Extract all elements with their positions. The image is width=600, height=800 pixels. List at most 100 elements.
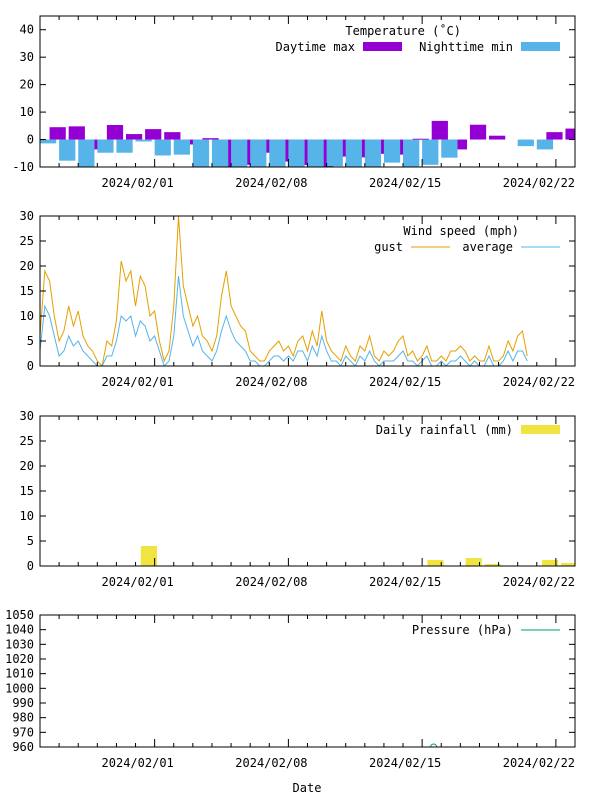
- bar-daily-rainfall-mm-: [140, 546, 158, 566]
- y-tick-label: 30: [20, 209, 34, 223]
- bar-nighttime-min: [250, 139, 267, 167]
- y-tick-label: 15: [20, 284, 34, 298]
- x-tick-label: 2024/02/15: [369, 375, 441, 389]
- y-tick-label: 1040: [5, 623, 34, 637]
- bar-nighttime-min: [345, 139, 362, 167]
- line-average: [40, 275, 528, 366]
- y-tick-label: 25: [20, 434, 34, 448]
- bar-nighttime-min: [364, 139, 382, 167]
- x-tick-label: 2024/02/22: [503, 575, 575, 589]
- x-tick-label: 2024/02/15: [369, 575, 441, 589]
- x-tick-label: 2024/02/08: [235, 375, 307, 389]
- bar-daytime-max: [202, 138, 219, 140]
- y-tick-label: 1010: [5, 667, 34, 681]
- bar-daytime-max: [125, 134, 143, 140]
- x-tick-label: 2024/02/01: [102, 575, 174, 589]
- legend-swatch: [521, 42, 560, 51]
- legend-swatch: [363, 42, 402, 51]
- point-pressure-hpa-: [430, 743, 438, 747]
- bar-daytime-max: [469, 124, 487, 140]
- legend: Daily rainfall (mm): [376, 423, 560, 437]
- y-tick-label: 25: [20, 234, 34, 248]
- bar-nighttime-min: [307, 139, 324, 167]
- plot-area: [140, 546, 575, 566]
- plot-area: [40, 216, 528, 366]
- bar-nighttime-min: [536, 139, 554, 150]
- bar-nighttime-min: [288, 139, 305, 167]
- x-tick-label: 2024/02/08: [235, 575, 307, 589]
- y-tick-label: -10: [12, 160, 34, 174]
- y-tick-label: 20: [20, 259, 34, 273]
- bar-nighttime-min: [116, 139, 133, 153]
- legend-label: Daytime max: [276, 40, 355, 54]
- x-axis-label: Date: [293, 781, 322, 795]
- bar-daily-rainfall-mm-: [427, 560, 444, 566]
- plot-area: [40, 120, 575, 167]
- bar-daytime-max: [164, 132, 181, 140]
- bar-nighttime-min: [231, 139, 248, 167]
- y-tick-label: 970: [12, 725, 34, 739]
- x-tick-label: 2024/02/08: [235, 176, 307, 190]
- bar-nighttime-min: [40, 139, 57, 144]
- y-tick-label: 20: [20, 78, 34, 92]
- y-tick-label: 5: [27, 334, 34, 348]
- bar-daytime-max: [565, 128, 575, 140]
- bar-nighttime-min: [154, 139, 171, 156]
- legend: Pressure (hPa): [412, 623, 560, 637]
- bar-daytime-max: [489, 135, 506, 140]
- plot-area: [430, 743, 438, 747]
- y-tick-label: 10: [20, 309, 34, 323]
- bar-nighttime-min: [97, 139, 114, 153]
- y-tick-label: 40: [20, 23, 34, 37]
- bar-nighttime-min: [422, 139, 439, 165]
- plot-frame: [39, 415, 576, 567]
- legend: Temperature (˚C) Daytime max Nighttime min: [276, 23, 560, 54]
- y-tick-label: 990: [12, 696, 34, 710]
- bar-daytime-max: [106, 124, 124, 140]
- x-tick-label: 2024/02/01: [102, 756, 174, 770]
- y-tick-label: 0: [27, 133, 34, 147]
- legend-label: Nighttime min: [419, 40, 513, 54]
- chart-panel-2: 0 5 10 15 20 25 30 2024/02/01 2024/02/08 2024/02/…: [20, 209, 576, 389]
- y-tick-label: 0: [27, 559, 34, 573]
- bar-daily-rainfall-mm-: [542, 560, 559, 566]
- x-tick-label: 2024/02/15: [369, 756, 441, 770]
- x-tick-label: 2024/02/01: [102, 375, 174, 389]
- bar-daytime-max: [450, 139, 468, 150]
- bar-daytime-max: [145, 129, 162, 140]
- bar-nighttime-min: [269, 139, 286, 167]
- bar-daytime-max: [412, 138, 429, 140]
- bar-nighttime-min: [135, 139, 152, 142]
- bar-nighttime-min: [78, 139, 95, 167]
- x-tick-label: 2024/02/22: [503, 176, 575, 190]
- bar-daily-rainfall-mm-: [465, 558, 482, 566]
- y-tick-label: 20: [20, 459, 34, 473]
- y-tick-label: 1030: [5, 637, 34, 651]
- bar-nighttime-min: [326, 139, 343, 167]
- y-tick-label: 1000: [5, 681, 34, 695]
- bar-nighttime-min: [383, 139, 401, 163]
- y-tick-label: 15: [20, 484, 34, 498]
- plot-frame: [39, 215, 576, 367]
- y-tick-label: 980: [12, 711, 34, 725]
- y-tick-label: 10: [20, 509, 34, 523]
- bar-nighttime-min: [403, 139, 420, 167]
- legend-title: Temperature (˚C): [345, 23, 461, 38]
- y-tick-label: 30: [20, 50, 34, 64]
- legend-label: gust: [374, 240, 403, 254]
- legend-label: Pressure (hPa): [412, 623, 513, 637]
- legend-label: average: [462, 240, 513, 254]
- bar-nighttime-min: [211, 139, 229, 167]
- x-tick-label: 2024/02/08: [235, 756, 307, 770]
- bar-nighttime-min: [441, 139, 458, 158]
- y-tick-label: 1020: [5, 652, 34, 666]
- bar-daytime-max: [431, 120, 448, 140]
- y-tick-label: 1050: [5, 608, 34, 622]
- bar-nighttime-min: [192, 139, 210, 167]
- legend: Wind speed (mph)gust average: [374, 224, 560, 254]
- y-tick-label: 5: [27, 534, 34, 548]
- bar-daytime-max: [183, 139, 200, 145]
- chart-panel-3: 0 5 10 15 20 25 30 2024/02/01 2024/02/08 2024/02/…: [20, 409, 576, 589]
- y-tick-label: 960: [12, 740, 34, 754]
